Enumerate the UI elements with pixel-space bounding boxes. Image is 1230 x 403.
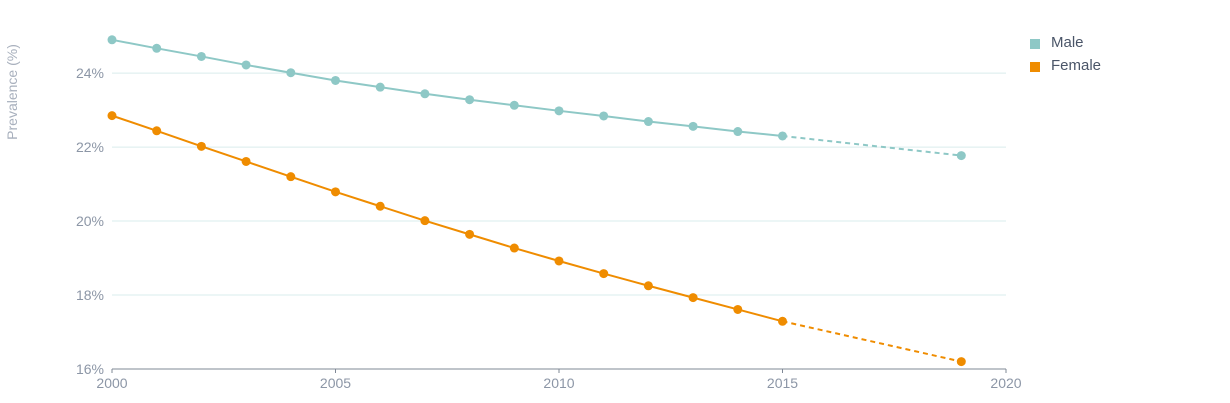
- legend-swatch-female: [1030, 61, 1040, 72]
- data-point-male: [241, 60, 251, 70]
- data-point-female: [196, 141, 206, 151]
- y-tick-label: 16%: [76, 361, 104, 377]
- data-point-male: [107, 35, 117, 45]
- data-point-female: [241, 156, 251, 166]
- series-male: [107, 35, 966, 161]
- data-point-male: [331, 75, 340, 85]
- data-point-male: [375, 82, 385, 92]
- data-point-male: [688, 121, 698, 131]
- data-point-female: [152, 126, 162, 136]
- data-point-female: [107, 111, 117, 121]
- data-point-male: [778, 131, 787, 141]
- data-point-male: [554, 106, 564, 116]
- x-axis: [111, 368, 1007, 373]
- x-tick-label: 2000: [96, 375, 127, 391]
- data-point-male: [465, 95, 475, 105]
- data-point-female: [778, 316, 787, 326]
- data-point-male: [599, 111, 609, 121]
- gridlines: [112, 72, 1006, 296]
- data-point-female: [331, 187, 340, 197]
- series-projection-male: [782, 134, 962, 157]
- series-projection-female: [782, 320, 962, 363]
- data-point-female: [509, 243, 519, 253]
- y-axis-title: Prevalence (%): [4, 44, 20, 140]
- y-tick-label: 18%: [76, 287, 104, 303]
- x-tick-label: 2005: [320, 375, 351, 391]
- y-axis-tick-labels: 16% 18% 20% 22% 24%: [76, 65, 104, 377]
- y-tick-label: 20%: [76, 213, 104, 229]
- data-point-male-projected: [956, 151, 966, 161]
- data-point-male: [420, 89, 430, 99]
- data-point-female: [554, 256, 564, 266]
- series-layer: [107, 35, 966, 367]
- legend-label-male: Male: [1051, 34, 1084, 51]
- data-point-male: [152, 43, 162, 53]
- data-point-female: [688, 293, 698, 303]
- data-point-male: [286, 68, 296, 78]
- data-point-female: [733, 304, 743, 314]
- data-point-female: [375, 201, 385, 211]
- x-tick-label: 2015: [767, 375, 798, 391]
- x-tick-label: 2020: [990, 375, 1021, 391]
- data-point-female: [420, 216, 430, 226]
- y-tick-label: 24%: [76, 65, 104, 81]
- data-point-female: [599, 269, 609, 279]
- series-line-female: [111, 114, 783, 323]
- x-axis-tick-labels: 2000 2005 2010 2015 2020: [96, 375, 1021, 391]
- data-point-female: [465, 229, 475, 239]
- legend-item-female[interactable]: Female: [1030, 54, 1101, 77]
- data-point-male: [643, 117, 653, 127]
- data-point-female-projected: [956, 357, 966, 367]
- data-point-male: [509, 100, 519, 110]
- data-point-male: [733, 127, 743, 137]
- legend: Male Female: [1030, 31, 1101, 77]
- legend-swatch-male: [1030, 38, 1040, 49]
- legend-item-male[interactable]: Male: [1030, 31, 1101, 54]
- series-line-male: [111, 38, 783, 137]
- data-point-female: [643, 281, 653, 291]
- legend-label-female: Female: [1051, 57, 1102, 74]
- data-point-male: [196, 51, 206, 61]
- series-female: [107, 111, 966, 367]
- x-tick-label: 2010: [543, 375, 574, 391]
- y-tick-label: 22%: [76, 139, 104, 155]
- data-point-female: [286, 172, 296, 182]
